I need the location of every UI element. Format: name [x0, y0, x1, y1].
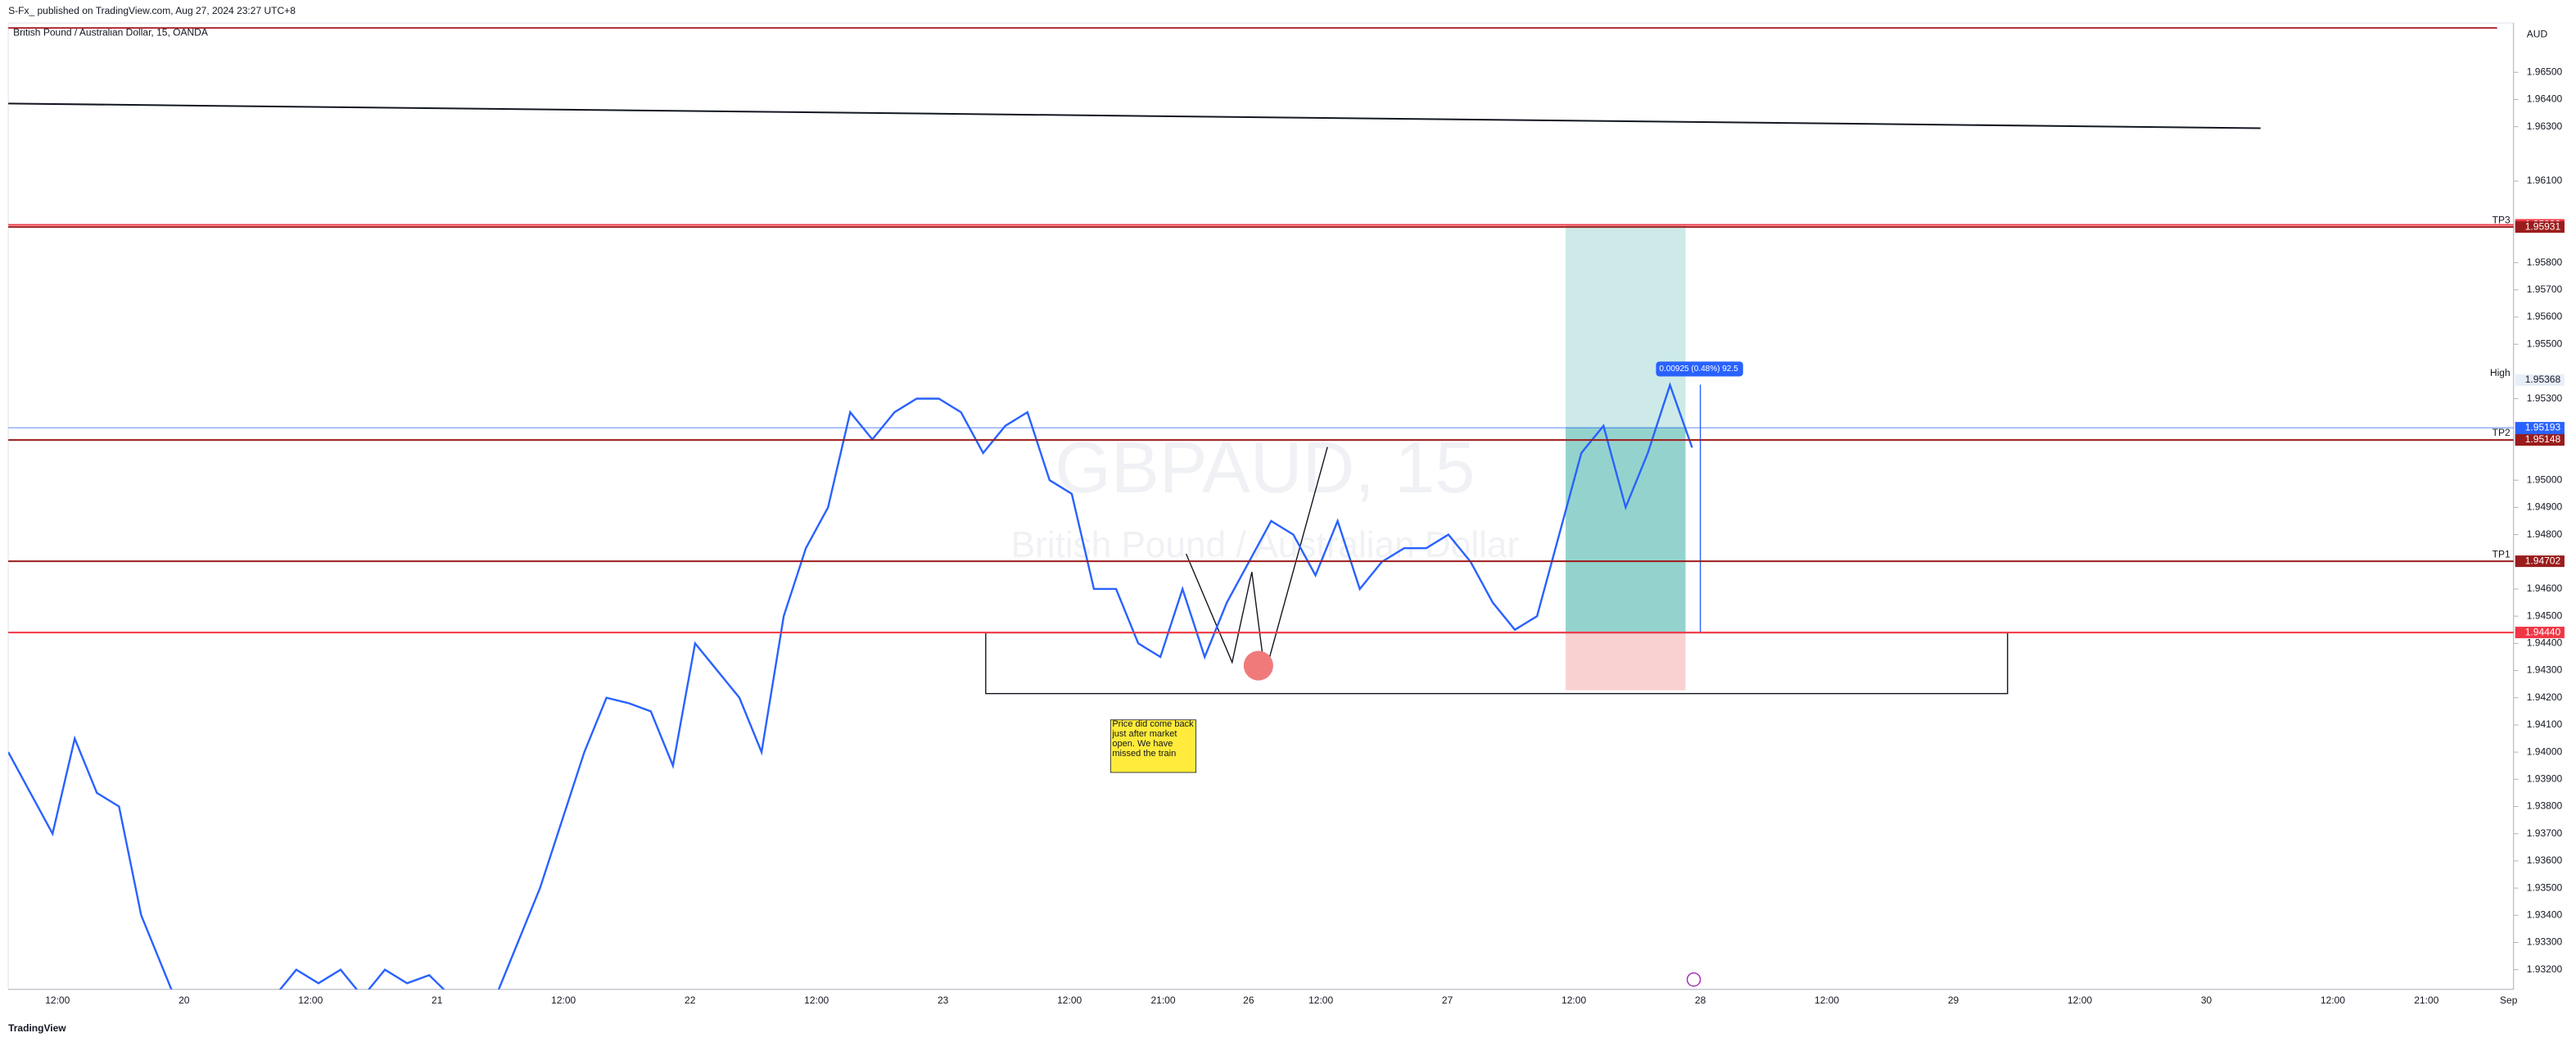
time-label: 23 — [938, 994, 949, 1006]
footer: TradingView — [8, 1022, 66, 1034]
time-label: 28 — [1695, 994, 1706, 1006]
time-label: 21:00 — [1150, 994, 1175, 1006]
event-icon[interactable] — [1686, 972, 1702, 987]
time-label: 26 — [1243, 994, 1254, 1006]
price-label: 1.94500 — [2527, 609, 2563, 621]
zone-box — [985, 632, 2009, 695]
price-label: 1.96100 — [2527, 174, 2563, 186]
measure-box — [1656, 361, 1743, 377]
price-label: 1.93400 — [2527, 908, 2563, 920]
time-label: 20 — [179, 994, 190, 1006]
axis-unit: AUD — [2527, 28, 2548, 39]
time-label: 12:00 — [2068, 994, 2092, 1006]
time-label: 12:00 — [1561, 994, 1586, 1006]
time-label: 30 — [2201, 994, 2212, 1006]
level-label: 1.95368 — [2525, 374, 2561, 385]
level-label: 1.95148 — [2525, 433, 2561, 445]
price-label: 1.93800 — [2527, 800, 2563, 812]
time-label: 27 — [1442, 994, 1453, 1006]
level-badge — [2515, 555, 2565, 568]
price-line — [8, 382, 1693, 990]
price-series — [8, 382, 1693, 990]
profit-zone — [1566, 427, 1686, 633]
time-label: 22 — [685, 994, 696, 1006]
time-label: 12:00 — [1308, 994, 1333, 1006]
price-label: 1.96300 — [2527, 120, 2563, 132]
time-label: 12:00 — [551, 994, 576, 1006]
level-badge — [2515, 627, 2565, 639]
time-label: 12:00 — [298, 994, 323, 1006]
level-badge — [2515, 221, 2565, 233]
price-label: 1.94300 — [2527, 664, 2563, 676]
price-label: 1.94100 — [2527, 718, 2563, 730]
note-text: Price did come back just after market op… — [1112, 719, 1194, 759]
level-badge — [2515, 434, 2565, 446]
price-label: 1.93300 — [2527, 936, 2563, 948]
price-label: 1.95000 — [2527, 473, 2563, 485]
price-label: 1.94400 — [2527, 637, 2563, 649]
price-label: 1.94200 — [2527, 691, 2563, 703]
stop-zone — [1566, 632, 1686, 691]
level-label: 1.95193 — [2525, 421, 2561, 433]
price-label: 1.94000 — [2527, 745, 2563, 757]
time-label: 12:00 — [1814, 994, 1839, 1006]
level-label: 1.94440 — [2525, 626, 2561, 637]
price-label: 1.94900 — [2527, 501, 2563, 513]
price-label: 1.95600 — [2527, 310, 2563, 322]
price-label: 1.93700 — [2527, 827, 2563, 839]
note-box — [1109, 719, 1197, 773]
time-label: 12:00 — [1057, 994, 1082, 1006]
measure-label: 0.00925 (0.48%) 92.5 — [1659, 365, 1738, 374]
level-tag: TP2 — [2492, 427, 2510, 438]
level-label: 1.94702 — [2525, 555, 2561, 566]
price-label: 1.93600 — [2527, 854, 2563, 866]
time-label: 29 — [1948, 994, 1959, 1006]
trend-line — [8, 102, 2261, 129]
price-label: 1.94600 — [2527, 582, 2563, 594]
time-label: 12:00 — [45, 994, 70, 1006]
price-label: 1.94800 — [2527, 528, 2563, 540]
price-label: 1.93200 — [2527, 963, 2563, 975]
marker — [1243, 650, 1273, 681]
level-label: 1.95931 — [2525, 220, 2561, 232]
time-label: 21:00 — [2414, 994, 2438, 1006]
price-label: 1.95500 — [2527, 338, 2563, 349]
time-label: 21 — [432, 994, 443, 1006]
time-label: 12:00 — [804, 994, 829, 1006]
price-label: 1.95300 — [2527, 392, 2563, 404]
price-label: 1.93500 — [2527, 881, 2563, 893]
symbol-info: British Pound / Australian Dollar, 15, O… — [13, 26, 208, 38]
level-tag: TP3 — [2492, 214, 2510, 225]
price-label: 1.95700 — [2527, 283, 2563, 295]
time-label: Sep — [2500, 994, 2518, 1006]
price-label: 1.95800 — [2527, 256, 2563, 268]
publisher: S-Fx_ published on TradingView.com, Aug … — [8, 5, 296, 16]
time-label: 12:00 — [2321, 994, 2345, 1006]
note: Price did come back just after market op… — [1112, 719, 1194, 759]
watermark: GBPAUD, 15 — [1055, 427, 1475, 508]
level-tag: High — [2490, 367, 2510, 378]
level-badge — [2515, 374, 2565, 387]
level-tag: TP1 — [2492, 548, 2510, 560]
price-label: 1.96400 — [2527, 93, 2563, 105]
price-label: 1.96500 — [2527, 66, 2563, 77]
dynamic: 1.96500 1.96400 1.96300 1.96100 1.95800 1.957… — [8, 66, 2565, 1006]
price-label: 1.93900 — [2527, 773, 2563, 785]
